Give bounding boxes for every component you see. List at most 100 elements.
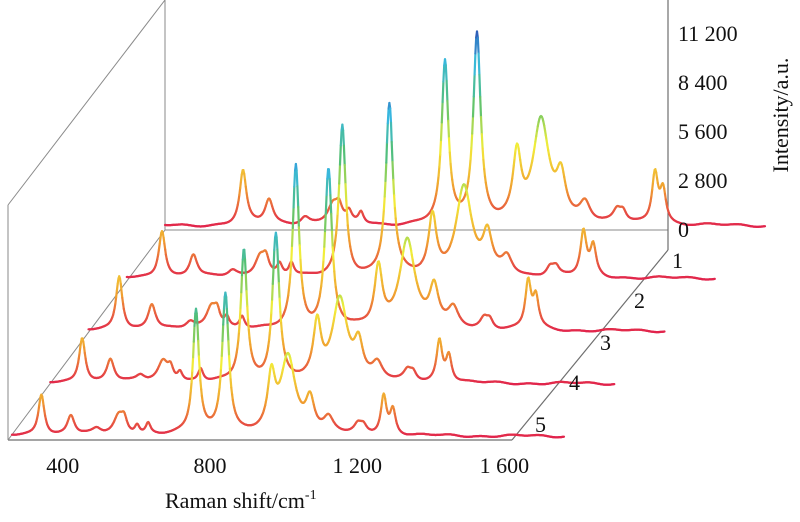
spectrum-segment (450, 171, 454, 181)
spectrum-segment (278, 297, 282, 313)
spectrum-segment (336, 199, 340, 215)
spectrum-segment (513, 150, 517, 160)
spectrum-segment (474, 36, 478, 55)
spectrum-segment (289, 259, 293, 274)
spectrum-segment (395, 225, 399, 235)
spectrum-segment (240, 274, 244, 294)
intensity-axis-ticks: 0 2 800 5 600 8 400 11 200 (678, 21, 738, 242)
spectrum-segment (331, 246, 335, 262)
spectrum-segment (297, 205, 300, 229)
spectrum-segment (373, 276, 377, 286)
spectrum-segment (440, 100, 444, 124)
spectrum-segment (299, 258, 303, 273)
spectrum-segment (471, 115, 475, 135)
spectrum-segment (222, 295, 226, 310)
spectrum-segment (480, 133, 484, 150)
spectrum-segment (219, 367, 223, 380)
spectrum-segment (280, 321, 283, 333)
spectrum-segment (481, 147, 485, 161)
spectrum-segment (288, 271, 292, 284)
spectrum-segment (196, 324, 200, 343)
spectrum-segment (279, 310, 283, 324)
spectrum-segment (651, 173, 655, 184)
spectrum-segment (243, 248, 247, 261)
spectrum-segment (120, 289, 124, 299)
spectra-layer (10, 30, 767, 439)
spectrum-segment (511, 164, 515, 174)
spectrum-segment (447, 137, 451, 154)
spectrum-segment (227, 340, 231, 358)
series-depth-label: 4 (569, 370, 580, 395)
spectrum-segment (228, 355, 231, 370)
spectrum-segment (479, 95, 483, 119)
left-floor-diagonal (7, 229, 166, 441)
series-depth-label: 5 (535, 412, 546, 437)
spectrum-segment (339, 129, 343, 147)
spectrum-segment (320, 269, 324, 281)
spectrum-segment (195, 312, 199, 327)
spectrum-segment (472, 73, 476, 98)
x-tick-label: 1 200 (332, 453, 382, 478)
spectrum-segment (230, 386, 234, 396)
spectrum-segment (441, 80, 445, 104)
spectrum-segment (333, 279, 337, 289)
spectrum-segment (270, 298, 274, 315)
spectrum-segment (193, 312, 197, 327)
spectrum-segment (225, 296, 228, 311)
spectrum-segment (280, 330, 284, 340)
intensity-tick-label: 11 200 (678, 21, 738, 46)
spectrum-segment (197, 355, 201, 371)
spectrum-segment (300, 270, 304, 282)
spectrum-segment (447, 119, 451, 140)
spectrum-segment (385, 122, 389, 144)
spectrum-segment (390, 140, 394, 163)
intensity-tick-label: 5 600 (678, 119, 728, 144)
spectrum-segment (338, 144, 342, 166)
depth-axis-ticks: 1 2 3 4 5 (535, 248, 683, 437)
spectrum-segment (290, 226, 294, 248)
spectrum-segment (476, 36, 480, 55)
spectrum-segment (271, 265, 275, 285)
spectrum-segment (197, 339, 200, 358)
intensity-tick-label: 0 (678, 217, 689, 242)
spectrum-segment (329, 194, 333, 215)
spectrum-segment (525, 282, 529, 292)
spectrum-segment (192, 340, 195, 359)
spectrum-segment (272, 248, 276, 268)
spectrum-1 (163, 30, 767, 228)
spectrum-segment (119, 282, 123, 293)
series-depth-label: 2 (634, 288, 645, 313)
spectrum-segment (470, 132, 474, 149)
spectrum-segment (330, 212, 334, 233)
intensity-tick-label: 8 400 (678, 70, 728, 95)
spectrum-segment (222, 307, 226, 326)
spectrum-segment (244, 273, 248, 293)
spectrum-segment (380, 227, 384, 237)
spectrum-segment (115, 282, 119, 292)
spectrum-segment (189, 389, 192, 400)
spectrum-segment (297, 226, 301, 247)
spectrum-segment (344, 183, 348, 202)
spectrum-segment (298, 244, 302, 261)
spectrum-segment (346, 224, 350, 236)
x-axis-title-main: Raman shift/cm (165, 488, 305, 513)
spectrum-segment (449, 162, 453, 174)
spectrum-segment (347, 233, 351, 242)
spectrum-segment (333, 270, 337, 282)
spectrum-4 (49, 231, 616, 386)
spectrum-segment (246, 318, 250, 331)
spectrum-segment (237, 330, 241, 342)
spectrum-segment (271, 282, 274, 301)
spectrum-segment (468, 157, 472, 170)
spectrum-segment (439, 121, 443, 142)
spectrum-segment (273, 236, 277, 252)
spectrum-2 (125, 101, 716, 281)
series-depth-label: 1 (672, 248, 683, 273)
spectrum-segment (345, 199, 349, 216)
series-depth-label: 3 (600, 330, 611, 355)
spectrum-segment (392, 178, 396, 197)
spectrum-segment (198, 368, 202, 382)
x-tick-label: 400 (46, 453, 79, 478)
spectrum-segment (189, 381, 193, 393)
spectrum-segment (343, 163, 347, 186)
